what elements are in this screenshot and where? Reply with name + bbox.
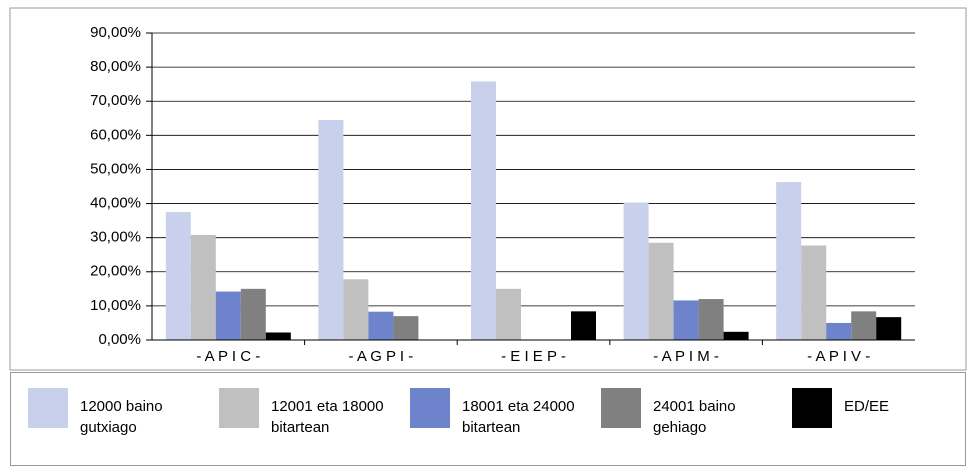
legend-label: ED/EE bbox=[844, 398, 890, 415]
legend-item: 24001 baino gehiago bbox=[601, 388, 771, 438]
bar bbox=[496, 288, 521, 340]
y-tick-label: 30,00% bbox=[90, 229, 141, 246]
legend-swatch bbox=[28, 388, 68, 428]
x-tick-label: - A P I V - bbox=[807, 348, 870, 365]
bar bbox=[265, 332, 291, 340]
y-tick-label: 80,00% bbox=[90, 58, 141, 75]
y-tick-label: 10,00% bbox=[90, 297, 141, 314]
x-tick-label: - E I E P - bbox=[501, 348, 566, 365]
bar bbox=[623, 202, 649, 340]
legend-label: 18001 eta 24000 bitartean bbox=[462, 398, 575, 436]
bar bbox=[876, 317, 902, 340]
legend-swatch bbox=[410, 388, 450, 428]
legend-item: 12001 eta 18000 bitartean bbox=[219, 388, 389, 438]
x-tick-label: - A G P I - bbox=[349, 348, 414, 365]
bar bbox=[698, 299, 724, 340]
legend-item: 12000 baino gutxiago bbox=[28, 388, 198, 438]
x-tick-label: - A P I C - bbox=[196, 348, 260, 365]
y-tick-label: 50,00% bbox=[90, 160, 141, 177]
bar bbox=[776, 182, 802, 340]
legend-swatch bbox=[792, 388, 832, 428]
bar bbox=[851, 311, 877, 340]
bar bbox=[826, 322, 852, 340]
bar bbox=[318, 119, 344, 340]
y-tick-label: 70,00% bbox=[90, 92, 141, 109]
legend-label: 12000 baino gutxiago bbox=[80, 398, 163, 436]
bar bbox=[165, 212, 191, 340]
bar bbox=[393, 316, 419, 340]
legend-swatch bbox=[601, 388, 641, 428]
bar bbox=[723, 331, 749, 340]
bar bbox=[215, 291, 241, 340]
bar bbox=[190, 234, 216, 340]
legend-label: 24001 baino gehiago bbox=[653, 398, 736, 436]
chart: 0,00% 10,00% 20,00% 30,00% 40,00% 50,00% 60,00… bbox=[9, 7, 967, 371]
bar bbox=[471, 81, 496, 340]
legend: 12000 baino gutxiago 12001 eta 18000 bita… bbox=[10, 372, 966, 466]
bar bbox=[368, 311, 394, 340]
bar bbox=[801, 245, 827, 340]
legend-item: 18001 eta 24000 bitartean bbox=[410, 388, 580, 438]
y-tick-label: 90,00% bbox=[90, 24, 141, 41]
y-tick-label: 60,00% bbox=[90, 126, 141, 143]
bar bbox=[648, 242, 674, 340]
bar bbox=[343, 279, 369, 340]
legend-swatch bbox=[219, 388, 259, 428]
bar bbox=[240, 288, 266, 340]
bar bbox=[571, 311, 596, 340]
y-tick-label: 20,00% bbox=[90, 263, 141, 280]
x-tick-label: - A P I M - bbox=[653, 348, 719, 365]
y-tick-label: 40,00% bbox=[90, 195, 141, 212]
legend-item: ED/EE bbox=[792, 388, 962, 428]
bar bbox=[673, 300, 699, 340]
legend-label: 12001 eta 18000 bitartean bbox=[271, 398, 384, 436]
y-tick-label: 0,00% bbox=[98, 331, 141, 348]
